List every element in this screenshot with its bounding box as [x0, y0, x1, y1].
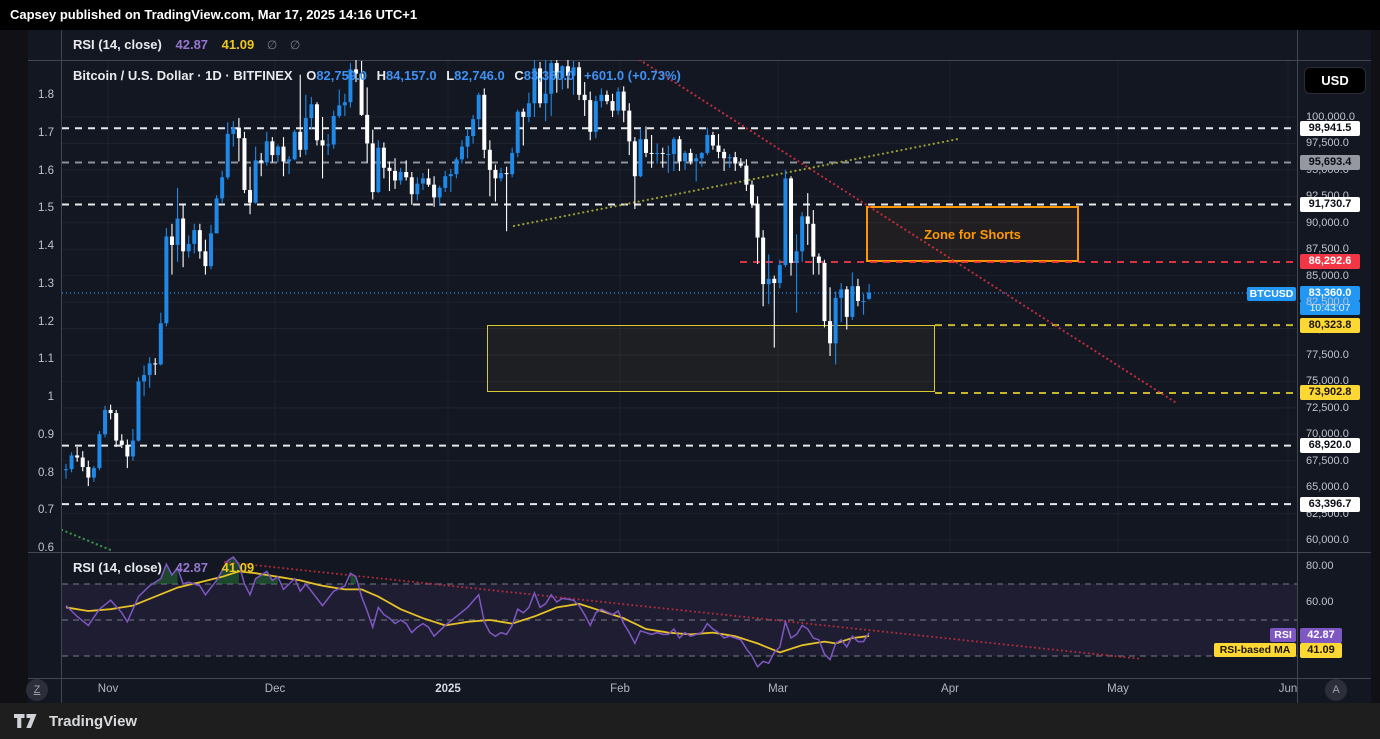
- price-scale-tick: 60,000.0: [1306, 534, 1349, 546]
- price-scale-tick: 67,500.0: [1306, 454, 1349, 467]
- symbol-legend: Bitcoin / U.S. Dollar · 1D · BITFINEX O8…: [73, 68, 681, 83]
- rsi-pane-ma-value: 41.09: [221, 560, 255, 575]
- price-level-label: 63,396.7: [1300, 496, 1360, 512]
- indicator-strip-rsi-value: 42.87: [175, 37, 209, 52]
- left-scale-tick: 0.7: [38, 504, 54, 517]
- zone-for-shorts-box[interactable]: Zone for Shorts: [866, 206, 1079, 262]
- timezone-button[interactable]: Z: [26, 679, 48, 701]
- time-scale-label: Jun: [1278, 683, 1298, 695]
- price-scale-tick: 65,000.0: [1306, 481, 1349, 494]
- symbol-title[interactable]: Bitcoin / U.S. Dollar · 1D · BITFINEX: [73, 68, 293, 83]
- hidden-value-icon[interactable]: ∅: [266, 38, 278, 52]
- last-price-label: 83,360.0: [1300, 286, 1360, 301]
- ohlc-l-value: 82,746.0: [454, 68, 505, 83]
- rsi-value-label: 42.87: [1300, 628, 1342, 643]
- price-scale-tick: 97,500.0: [1306, 137, 1349, 150]
- rsi-ma-value-label: 41.09: [1300, 643, 1342, 658]
- price-level-label: 86,292.6: [1300, 254, 1360, 270]
- rsi-line-tag: RSI: [1270, 628, 1296, 642]
- symbol-price-tag: BTCUSD: [1247, 287, 1296, 301]
- left-scale-tick: 1.1: [38, 353, 54, 366]
- left-axis-border: [61, 30, 62, 703]
- time-scale-label: Feb: [610, 683, 630, 695]
- price-scale-tick: 75,000.0: [1306, 375, 1349, 388]
- ohlc-o-value: 82,759.0: [316, 68, 367, 83]
- left-scale-tick: 1: [47, 391, 54, 403]
- publish-bar: Capsey published on TradingView.com, Mar…: [0, 0, 1380, 30]
- price-level-label: 80,323.8: [1300, 317, 1360, 333]
- left-scale-tick: 0.9: [38, 428, 54, 441]
- price-level-label: 98,941.5: [1300, 120, 1360, 136]
- left-scale-tick: 0.8: [38, 466, 54, 479]
- rsi-scale-tick: 80.00: [1306, 560, 1334, 572]
- time-scale-label: Apr: [941, 683, 959, 695]
- hidden-value-icon[interactable]: ∅: [289, 38, 301, 52]
- main-chart-canvas[interactable]: [62, 60, 1297, 552]
- footer-brand[interactable]: TradingView: [49, 712, 138, 730]
- ohlc-o-label: O: [306, 68, 317, 83]
- indicator-strip-title: RSI (14, close): [73, 37, 162, 52]
- left-scale-tick: 1.7: [38, 126, 54, 139]
- bar-countdown-label: 10:43:07: [1300, 301, 1360, 315]
- time-scale-label: May: [1107, 683, 1129, 695]
- rsi-scale-tick: 60.00: [1306, 596, 1334, 608]
- publish-text: Capsey published on TradingView.com, Mar…: [10, 7, 418, 22]
- left-scale-tick: 1.4: [38, 240, 54, 252]
- left-scale-tick: 1.8: [38, 89, 54, 101]
- ohlc-h-label: H: [376, 68, 386, 83]
- tradingview-logo-icon[interactable]: [14, 713, 40, 729]
- price-scale-tick: 82,500.0: [1306, 296, 1349, 309]
- rsi-pane-legend: RSI (14, close) 42.87 41.09: [73, 560, 254, 575]
- pane-divider-rsi[interactable]: [28, 552, 1371, 553]
- price-level-label: 91,730.7: [1300, 196, 1360, 212]
- left-scale-tick: 0.6: [38, 542, 54, 554]
- pane-divider-top: [28, 60, 1371, 61]
- price-scale-tick: 87,500.0: [1306, 243, 1349, 256]
- rsi-pane-value: 42.87: [175, 560, 209, 575]
- left-frame: [0, 30, 28, 703]
- rsi-pane-title[interactable]: RSI (14, close): [73, 560, 162, 575]
- footer-bar: TradingView: [0, 703, 1380, 739]
- price-scale-tick: 77,500.0: [1306, 348, 1349, 361]
- rsi-chart-canvas[interactable]: [62, 552, 1297, 678]
- change-value: +601.0 (+0.73%): [584, 68, 681, 83]
- ohlc-c-value: 83,360.0: [523, 68, 575, 83]
- left-scale-tick: 1.3: [38, 277, 54, 290]
- time-scale-label: 2025: [435, 683, 461, 695]
- right-frame: [1371, 30, 1380, 703]
- price-scale-tick: 70,000.0: [1306, 428, 1349, 441]
- price-scale-tick: 100,000.0: [1306, 111, 1355, 123]
- yellow-demand-box[interactable]: [487, 325, 935, 392]
- auto-scale-button[interactable]: A: [1325, 679, 1347, 701]
- price-scale-tick: 85,000.0: [1306, 269, 1349, 282]
- rsi-ma-tag: RSI-based MA: [1214, 643, 1296, 657]
- currency-toggle-button[interactable]: USD: [1304, 67, 1366, 94]
- price-level-label: 73,902.8: [1300, 385, 1360, 401]
- left-scale-tick: 1.5: [38, 202, 54, 215]
- price-scale-tick: 72,500.0: [1306, 401, 1349, 414]
- ohlc-l-label: L: [446, 68, 455, 83]
- left-scale-tick: 1.2: [38, 315, 54, 328]
- ohlc-h-value: 84,157.0: [385, 68, 437, 83]
- price-level-label: 95,693.4: [1300, 155, 1360, 171]
- left-scale-tick: 1.6: [38, 164, 54, 177]
- price-scale-tick: 90,000.0: [1306, 216, 1349, 229]
- time-scale-label: Mar: [768, 683, 788, 695]
- time-scale-label: Nov: [97, 683, 119, 695]
- ohlc-c-label: C: [514, 68, 524, 83]
- right-axis-border: [1297, 30, 1298, 703]
- time-scale-label: Dec: [264, 683, 286, 695]
- time-axis-border: [28, 678, 1371, 679]
- price-level-label: 68,920.0: [1300, 438, 1360, 454]
- indicator-strip-legend: RSI (14, close) 42.87 41.09 ∅ ∅: [73, 37, 300, 52]
- zone-for-shorts-label: Zone for Shorts: [924, 226, 1021, 242]
- indicator-strip-ma-value: 41.09: [221, 37, 255, 52]
